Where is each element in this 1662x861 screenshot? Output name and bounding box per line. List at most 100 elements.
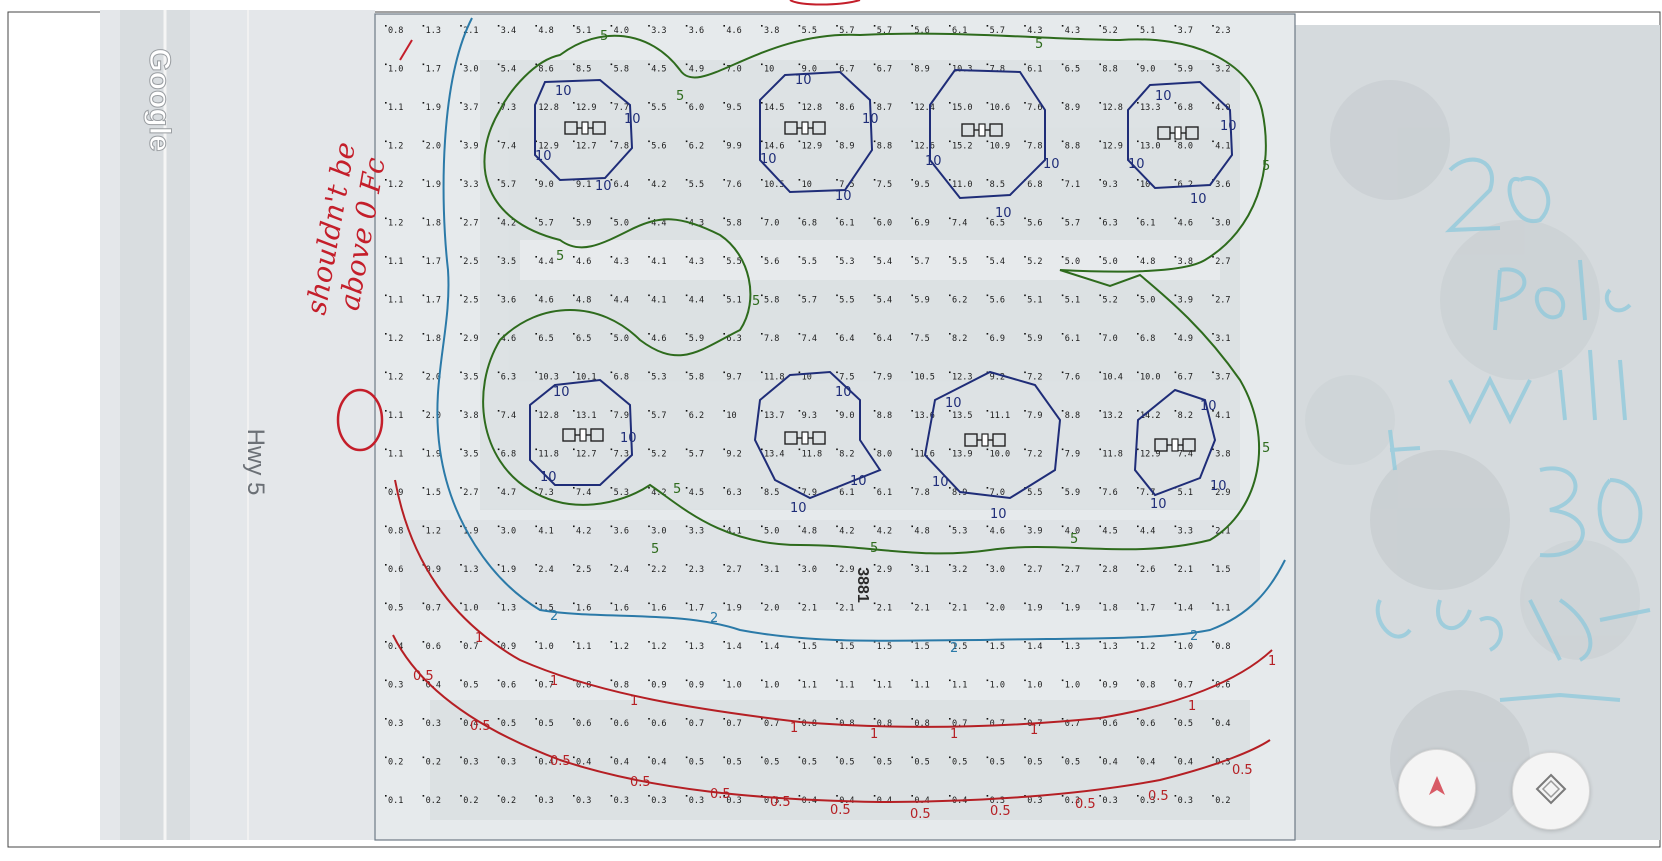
grid-point-dot (1099, 795, 1101, 797)
grid-value: 6.8 (1178, 103, 1193, 113)
grid-point-dot (385, 795, 387, 797)
label-10: 10 (790, 501, 807, 516)
grid-value: 1.1 (802, 681, 817, 691)
grid-value: 10 (1140, 180, 1150, 190)
label-10: 10 (1220, 119, 1237, 134)
grid-point-dot (723, 217, 725, 220)
grid-point-dot (1137, 487, 1139, 489)
grid-point-dot (1174, 564, 1177, 566)
grid-value: 5.6 (990, 296, 1005, 306)
grid-value: 3.8 (463, 411, 478, 421)
grid-point-dot (761, 333, 763, 335)
grid-value: 6.2 (1178, 180, 1193, 190)
grid-value: 5.0 (1065, 257, 1080, 267)
grid-value: 0.2 (388, 758, 403, 768)
label-0-5: 0.5 (413, 669, 434, 684)
grid-value: 0.4 (1215, 719, 1230, 729)
grid-value: 0.7 (1065, 719, 1080, 729)
label-5: 5 (870, 541, 878, 556)
grid-point-dot (460, 795, 462, 797)
grid-point-dot (986, 333, 989, 335)
grid-point-dot (798, 525, 801, 528)
grid-value: 2.0 (426, 373, 441, 383)
grid-point-dot (385, 448, 387, 451)
grid-point-dot (911, 410, 913, 412)
grid-point-dot (723, 795, 725, 797)
grid-point-dot (573, 63, 575, 66)
grid-point-dot (497, 371, 500, 374)
grid-value: 0.6 (614, 719, 629, 729)
grid-value: 2.1 (839, 604, 854, 614)
grid-point-dot (761, 294, 763, 297)
grid-point-dot (648, 602, 650, 605)
grid-value: 7.5 (839, 180, 854, 190)
grid-point-dot (685, 140, 688, 143)
grid-value: 0.5 (388, 604, 403, 614)
grid-value: 1.0 (1065, 681, 1080, 691)
grid-value: 0.8 (388, 527, 403, 537)
grid-point-dot (648, 525, 650, 528)
grid-point-dot (1174, 679, 1177, 682)
grid-point-dot (911, 25, 913, 27)
layers-button[interactable] (1512, 752, 1590, 830)
grid-value: 6.5 (538, 334, 553, 344)
grid-value: 7.8 (764, 334, 779, 344)
grid-value: 4.1 (1215, 411, 1230, 421)
grid-point-dot (836, 333, 838, 335)
label-10: 10 (595, 179, 612, 194)
grid-point-dot (798, 179, 801, 181)
grid-value: 4.1 (538, 527, 553, 537)
grid-point-dot (685, 525, 688, 528)
street-number: 3881 (854, 567, 871, 603)
grid-point-dot (422, 641, 425, 643)
grid-point-dot (1212, 602, 1214, 605)
grid-point-dot (836, 140, 838, 143)
grid-value: 8.2 (952, 334, 967, 344)
grid-value: 2.7 (463, 219, 478, 229)
grid-point-dot (460, 410, 462, 412)
grid-value: 9.5 (914, 180, 929, 190)
grid-value: 6.0 (877, 219, 892, 229)
grid-point-dot (911, 179, 913, 181)
grid-point-dot (949, 256, 951, 258)
navigate-button[interactable] (1398, 749, 1476, 827)
grid-point-dot (422, 25, 425, 27)
grid-point-dot (535, 795, 537, 797)
grid-point-dot (648, 756, 650, 759)
grid-value: 3.1 (1215, 334, 1230, 344)
grid-value: 10.3 (538, 373, 558, 383)
grid-value: 6.3 (1102, 219, 1117, 229)
grid-value: 2.2 (651, 565, 666, 575)
grid-point-dot (385, 140, 387, 143)
grid-point-dot (648, 102, 650, 104)
grid-value: 9.0 (1140, 65, 1155, 75)
grid-point-dot (1174, 256, 1177, 258)
grid-value: 0.5 (1178, 719, 1193, 729)
grid-point-dot (949, 525, 951, 528)
grid-value: 9.1 (576, 180, 591, 190)
grid-point-dot (873, 525, 876, 528)
grid-point-dot (422, 102, 425, 104)
grid-point-dot (685, 63, 688, 66)
grid-value: 8.9 (952, 488, 967, 498)
grid-value: 3.9 (463, 142, 478, 152)
grid-value: 1.5 (952, 642, 967, 652)
grid-point-dot (573, 371, 575, 374)
grid-point-dot (497, 602, 500, 605)
grid-point-dot (573, 294, 575, 297)
grid-value: 0.6 (576, 719, 591, 729)
grid-point-dot (1212, 487, 1214, 489)
grid-point-dot (610, 602, 613, 605)
grid-value: 0.8 (839, 719, 854, 729)
label-10: 10 (795, 73, 812, 88)
grid-point-dot (798, 333, 801, 335)
grid-value: 7.6 (1102, 488, 1117, 498)
grid-point-dot (836, 641, 838, 643)
grid-point-dot (1061, 487, 1064, 489)
grid-point-dot (422, 140, 425, 143)
grid-point-dot (1024, 525, 1026, 528)
grid-point-dot (385, 564, 387, 566)
grid-value: 8.2 (1178, 411, 1193, 421)
grid-value: 13.4 (764, 450, 784, 460)
grid-point-dot (798, 487, 801, 489)
